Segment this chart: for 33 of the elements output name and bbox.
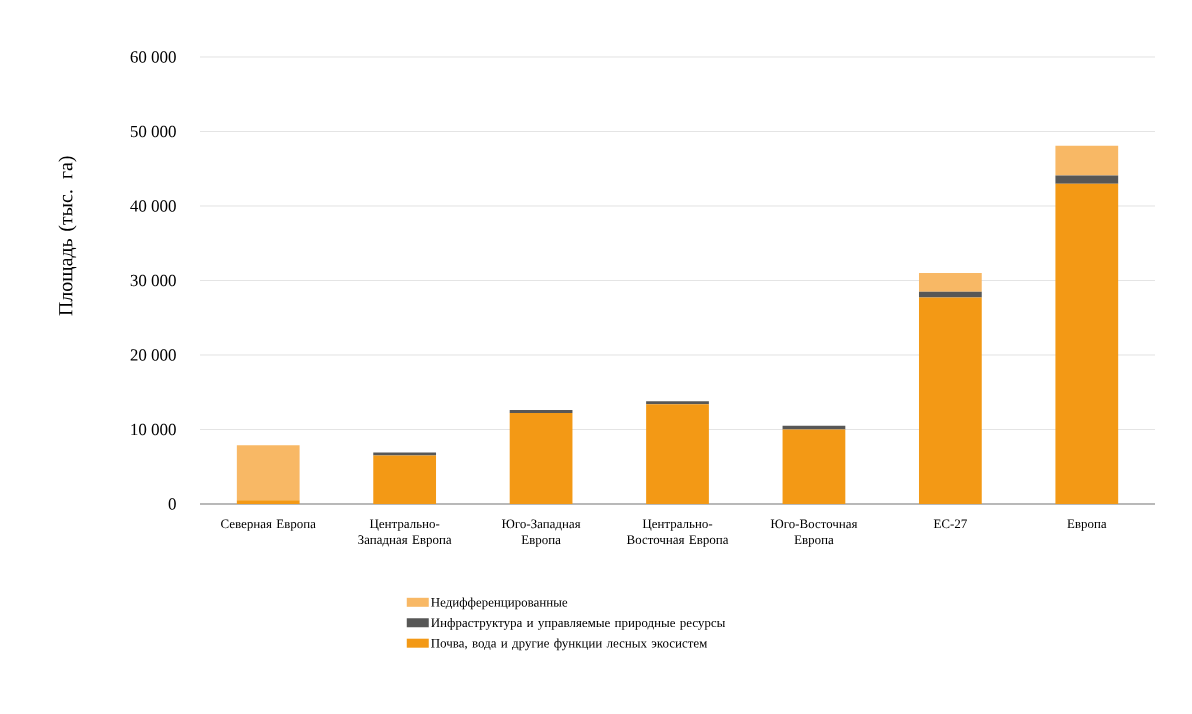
y-tick-label: 10 000 — [131, 423, 176, 436]
bar — [1055, 183, 1119, 504]
bar — [1055, 175, 1119, 184]
bar — [918, 273, 982, 292]
x-tick-label: Юго-Западная Европа — [501, 519, 581, 547]
y-tick-label: 0 — [168, 498, 176, 510]
y-tick-label: 30 000 — [130, 274, 176, 287]
legend-label: Инфраструктура и управляемые природные ресурсы — [431, 618, 726, 630]
bar — [782, 429, 846, 504]
bar — [1055, 145, 1119, 176]
bar — [236, 500, 300, 504]
y-tick-label: 20 000 — [130, 349, 176, 361]
x-tick-label: Центрально-Западная Европа — [358, 519, 452, 547]
x-tick-label: Северная Европа — [221, 519, 316, 531]
legend-label: Почва, вода и другие функции лесных экосистем — [431, 638, 708, 651]
bar — [646, 404, 709, 504]
bar — [373, 452, 437, 456]
bar — [646, 401, 709, 405]
x-tick-label: Юго-Восточная Европа — [770, 519, 858, 547]
legend-label: Недифференцированные — [431, 597, 568, 610]
y-axis-title: Площадь (тыс. га) — [58, 156, 77, 316]
y-tick-label: 50 000 — [130, 125, 176, 138]
bar — [236, 445, 300, 501]
bar — [918, 291, 982, 298]
bar — [509, 413, 573, 504]
x-tick-label: Европа — [1067, 519, 1107, 531]
bar — [373, 455, 437, 504]
bar — [918, 297, 982, 504]
y-tick-label: 40 000 — [130, 200, 176, 212]
x-tick-label: ЕС-27 — [933, 519, 967, 529]
bar — [509, 410, 573, 414]
x-tick-label: Центрально-Восточная Европа — [626, 519, 729, 547]
y-tick-label: 60 000 — [130, 51, 176, 63]
